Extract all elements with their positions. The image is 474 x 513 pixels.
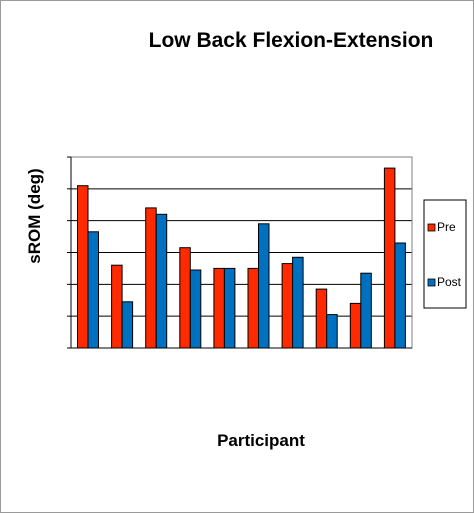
legend: Pre Post (423, 199, 467, 309)
bars (77, 167, 406, 349)
bar-pre-9 (349, 302, 362, 349)
bar-post-10 (394, 242, 406, 349)
bar-pre-6 (247, 267, 259, 349)
chart-title: Low Back Flexion-Extension (149, 29, 434, 52)
bar-post-7 (292, 256, 304, 349)
bar-pre-3 (145, 207, 157, 349)
bar-pre-7 (281, 263, 294, 349)
legend-label-pre: Pre (437, 220, 456, 234)
bar-post-3 (155, 213, 168, 349)
bar-pre-10 (383, 167, 396, 349)
y-axis-label: sROM (deg) (25, 168, 44, 263)
y-axis-ticks (67, 156, 71, 349)
x-axis-label: Participant (217, 431, 305, 450)
bar-pre-5 (213, 267, 225, 349)
bar-pre-8 (315, 288, 328, 349)
bar-post-6 (258, 223, 270, 349)
bar-post-8 (326, 314, 338, 349)
legend-box (423, 199, 467, 309)
bar-post-2 (121, 301, 134, 349)
legend-swatch-post (427, 278, 436, 287)
legend-label-post: Post (437, 275, 462, 289)
legend-swatch-pre (427, 223, 436, 232)
bar-post-9 (360, 272, 372, 349)
bar-post-1 (87, 231, 99, 349)
bar-post-5 (223, 267, 236, 349)
bar-pre-4 (179, 247, 191, 349)
bar-pre-2 (111, 264, 123, 349)
bar-post-4 (189, 269, 202, 349)
bar-pre-1 (77, 185, 89, 349)
